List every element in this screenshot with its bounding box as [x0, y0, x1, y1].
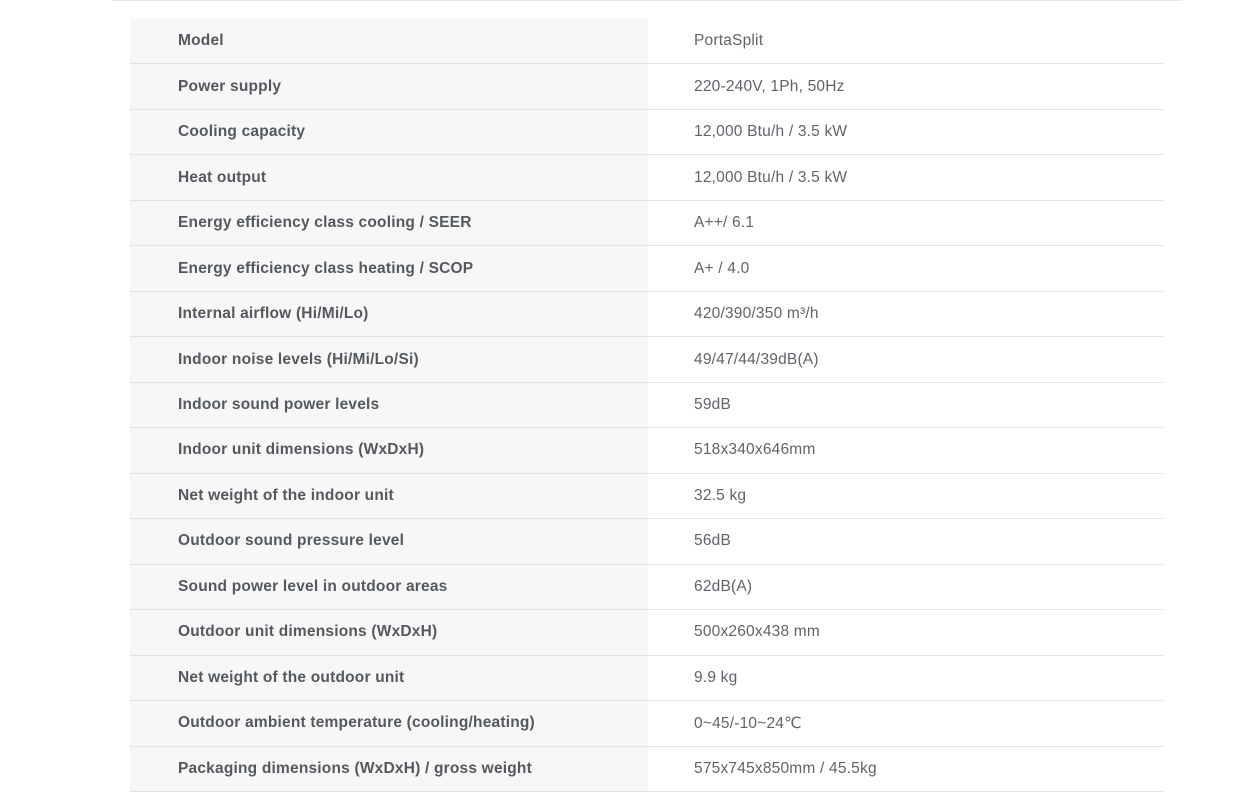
table-row: Sound power level in outdoor areas 62dB(…	[130, 564, 1163, 611]
spec-value: 575x745x850mm / 45.5kg	[648, 746, 1163, 791]
table-row: Net weight of the indoor unit 32.5 kg	[130, 473, 1163, 520]
spec-value: 0~45/-10~24℃	[648, 701, 1163, 746]
specification-table: Model PortaSplit Power supply 220-240V, …	[130, 19, 1163, 792]
table-row: Indoor sound power levels 59dB	[130, 382, 1163, 429]
top-divider	[113, 0, 1182, 1]
table-row: Power supply 220-240V, 1Ph, 50Hz	[130, 64, 1163, 110]
table-row: Heat output 12,000 Btu/h / 3.5 kW	[130, 155, 1163, 201]
table-row: Indoor noise levels (Hi/Mi/Lo/Si) 49/47/…	[130, 337, 1163, 383]
table-row: Packaging dimensions (WxDxH) / gross wei…	[130, 746, 1163, 792]
table-row: Outdoor unit dimensions (WxDxH) 500x260x…	[130, 610, 1163, 656]
table-row: Outdoor ambient temperature (cooling/hea…	[130, 701, 1163, 747]
spec-value: 518x340x646mm	[648, 428, 1163, 473]
spec-label: Indoor noise levels (Hi/Mi/Lo/Si)	[130, 337, 648, 382]
spec-value: 420/390/350 m³/h	[648, 291, 1163, 337]
spec-value: 49/47/44/39dB(A)	[648, 337, 1163, 382]
spec-label: Net weight of the outdoor unit	[130, 655, 648, 701]
spec-value: A++/ 6.1	[648, 200, 1163, 246]
table-row: Outdoor sound pressure level 56dB	[130, 519, 1163, 565]
spec-label: Model	[130, 19, 648, 64]
spec-value: PortaSplit	[648, 19, 1163, 64]
spec-value: 12,000 Btu/h / 3.5 kW	[648, 109, 1163, 155]
spec-value: 59dB	[648, 382, 1163, 428]
spec-value: 500x260x438 mm	[648, 610, 1163, 655]
table-row: Indoor unit dimensions (WxDxH) 518x340x6…	[130, 428, 1163, 474]
spec-label: Heat output	[130, 155, 648, 200]
spec-label: Indoor sound power levels	[130, 382, 648, 428]
spec-label: Energy efficiency class cooling / SEER	[130, 200, 648, 246]
table-row: Energy efficiency class heating / SCOP A…	[130, 246, 1163, 292]
table-row: Internal airflow (Hi/Mi/Lo) 420/390/350 …	[130, 291, 1163, 338]
spec-value: 12,000 Btu/h / 3.5 kW	[648, 155, 1163, 200]
spec-value: A+ / 4.0	[648, 246, 1163, 291]
spec-label: Energy efficiency class heating / SCOP	[130, 246, 648, 291]
spec-label: Sound power level in outdoor areas	[130, 564, 648, 610]
spec-label: Power supply	[130, 64, 648, 109]
spec-value: 9.9 kg	[648, 655, 1163, 701]
spec-label: Outdoor ambient temperature (cooling/hea…	[130, 701, 648, 746]
spec-value: 62dB(A)	[648, 564, 1163, 610]
table-row: Energy efficiency class cooling / SEER A…	[130, 200, 1163, 247]
table-row: Cooling capacity 12,000 Btu/h / 3.5 kW	[130, 109, 1163, 156]
spec-label: Net weight of the indoor unit	[130, 473, 648, 519]
spec-value: 220-240V, 1Ph, 50Hz	[648, 64, 1163, 109]
spec-label: Internal airflow (Hi/Mi/Lo)	[130, 291, 648, 337]
spec-value: 56dB	[648, 519, 1163, 564]
spec-label: Packaging dimensions (WxDxH) / gross wei…	[130, 746, 648, 791]
spec-label: Indoor unit dimensions (WxDxH)	[130, 428, 648, 473]
spec-label: Outdoor unit dimensions (WxDxH)	[130, 610, 648, 655]
spec-value: 32.5 kg	[648, 473, 1163, 519]
spec-label: Outdoor sound pressure level	[130, 519, 648, 564]
spec-label: Cooling capacity	[130, 109, 648, 155]
table-row: Net weight of the outdoor unit 9.9 kg	[130, 655, 1163, 702]
table-row: Model PortaSplit	[130, 19, 1163, 65]
